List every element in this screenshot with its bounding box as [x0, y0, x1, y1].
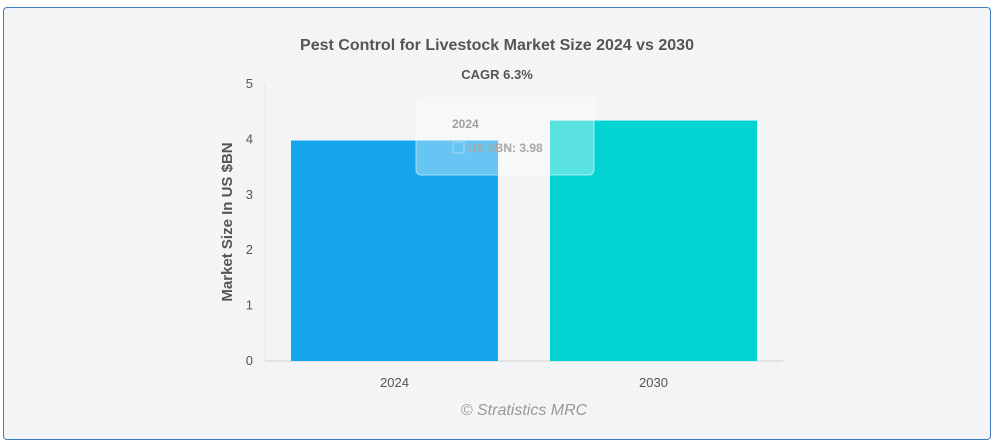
watermark: © Stratistics MRC [461, 402, 588, 419]
y-tick-label-4: 4 [246, 131, 253, 146]
x-tick-label-2024: 2024 [380, 375, 409, 390]
y-tick-label-5: 5 [246, 76, 253, 91]
y-tick-label-1: 1 [246, 298, 253, 313]
tooltip-value: US $BN: 3.98 [468, 141, 543, 155]
y-axis-ticks: 0 1 2 3 4 5 [246, 76, 253, 368]
y-tick-label-3: 3 [246, 187, 253, 202]
y-tick-label-0: 0 [246, 353, 253, 368]
bar-2030[interactable] [550, 120, 757, 362]
chart-subtitle: CAGR 6.3% [461, 67, 533, 82]
y-tick-label-2: 2 [246, 242, 253, 257]
tooltip-swatch [452, 141, 465, 154]
bar-2024[interactable] [291, 140, 498, 361]
x-tick-label-2030: 2030 [639, 375, 668, 390]
tooltip-title: 2024 [452, 117, 479, 131]
tooltip-box [415, 97, 595, 176]
tooltip: 2024 US $BN: 3.98 [415, 97, 595, 176]
y-axis-label: Market Size In US $BN [219, 142, 236, 301]
x-axis-ticks: 2024 2030 [380, 375, 668, 390]
chart-title: Pest Control for Livestock Market Size 2… [300, 37, 694, 54]
bars [291, 120, 757, 362]
